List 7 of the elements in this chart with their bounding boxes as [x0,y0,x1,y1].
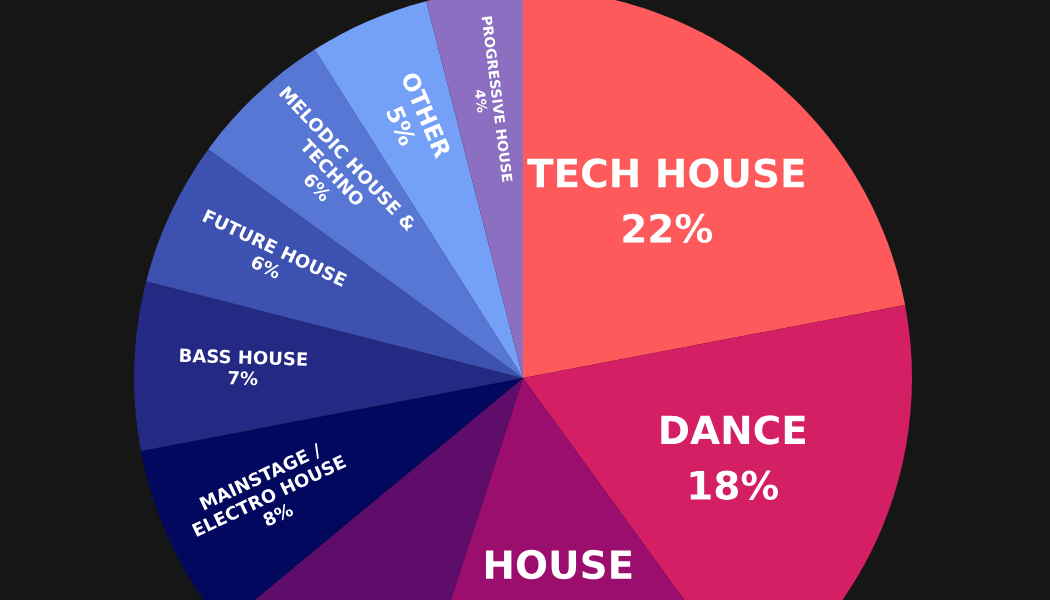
data-label: 7% [228,370,258,386]
data-label: 22% [623,213,713,244]
slice-label: BASS HOUSE [180,348,308,366]
data-label: 18% [690,470,779,501]
slice-label: TECH HOUSE [527,158,804,188]
slice-label: HOUSE [485,549,632,580]
slice-label: DANCE [661,415,805,445]
